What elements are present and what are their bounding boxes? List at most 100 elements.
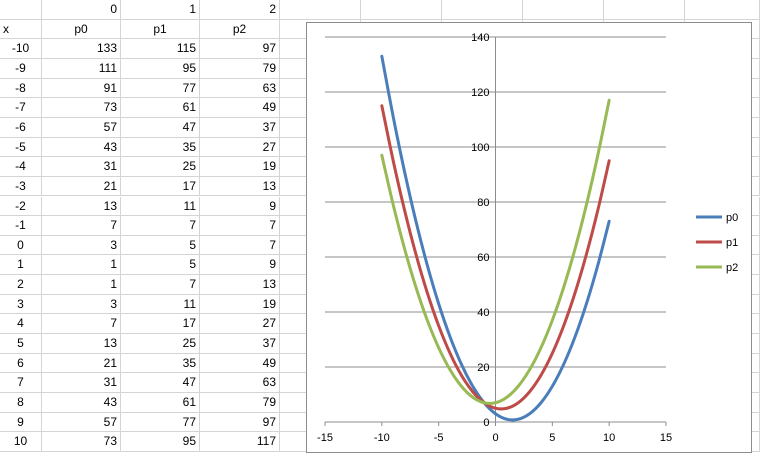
table-cell[interactable]: 57: [42, 117, 121, 138]
table-cell[interactable]: 95: [121, 58, 200, 79]
table-cell[interactable]: 35: [121, 137, 200, 158]
table-cell[interactable]: 25: [121, 334, 200, 354]
table-cell[interactable]: 19: [200, 157, 280, 177]
table-cell[interactable]: -6: [0, 117, 42, 138]
table-cell[interactable]: 133: [42, 39, 121, 59]
table-cell[interactable]: 7: [200, 216, 280, 236]
table-cell[interactable]: 27: [200, 314, 280, 335]
table-cell[interactable]: 37: [200, 334, 280, 354]
table-cell[interactable]: 8: [0, 393, 42, 413]
table-cell[interactable]: 73: [42, 432, 121, 452]
cell-header[interactable]: p2: [200, 19, 280, 40]
table-cell[interactable]: 49: [200, 353, 280, 374]
empty-cell[interactable]: [604, 0, 685, 20]
cell-header[interactable]: x: [0, 19, 42, 40]
table-cell[interactable]: 10: [0, 432, 42, 452]
table-cell[interactable]: 25: [121, 157, 200, 177]
empty-cell[interactable]: [523, 0, 604, 20]
table-cell[interactable]: 19: [200, 294, 280, 315]
table-cell[interactable]: 21: [42, 353, 121, 374]
table-cell[interactable]: 61: [121, 393, 200, 413]
table-cell[interactable]: 63: [200, 373, 280, 393]
table-cell[interactable]: 3: [42, 235, 121, 256]
table-cell[interactable]: 17: [121, 176, 200, 197]
table-cell[interactable]: 111: [42, 58, 121, 79]
table-cell[interactable]: 61: [121, 98, 200, 118]
table-cell[interactable]: 77: [121, 412, 200, 433]
table-cell[interactable]: 2: [0, 275, 42, 295]
table-cell[interactable]: -5: [0, 137, 42, 158]
table-cell[interactable]: 5: [0, 334, 42, 354]
empty-cell[interactable]: [685, 0, 760, 20]
table-cell[interactable]: 21: [42, 176, 121, 197]
table-cell[interactable]: 7: [121, 216, 200, 236]
table-cell[interactable]: 5: [121, 255, 200, 276]
table-cell[interactable]: 43: [42, 393, 121, 413]
table-cell[interactable]: 4: [0, 314, 42, 335]
table-cell[interactable]: 7: [200, 235, 280, 256]
table-cell[interactable]: 5: [121, 235, 200, 256]
table-cell[interactable]: 31: [42, 373, 121, 393]
table-cell[interactable]: -1: [0, 216, 42, 236]
table-cell[interactable]: 97: [200, 412, 280, 433]
empty-cell[interactable]: [442, 0, 523, 20]
table-cell[interactable]: 95: [121, 432, 200, 452]
table-cell[interactable]: 9: [0, 412, 42, 433]
table-cell[interactable]: 117: [200, 432, 280, 452]
cell-header[interactable]: p1: [121, 19, 200, 40]
table-cell[interactable]: 7: [121, 275, 200, 295]
empty-cell[interactable]: [361, 0, 442, 20]
table-cell[interactable]: 11: [121, 294, 200, 315]
table-cell[interactable]: 57: [42, 412, 121, 433]
table-cell[interactable]: -10: [0, 39, 42, 59]
table-cell[interactable]: 9: [200, 196, 280, 217]
table-cell[interactable]: 47: [121, 373, 200, 393]
table-cell[interactable]: 27: [200, 137, 280, 158]
table-cell[interactable]: 77: [121, 78, 200, 99]
table-cell[interactable]: -9: [0, 58, 42, 79]
table-cell[interactable]: 7: [0, 373, 42, 393]
empty-cell[interactable]: [280, 0, 361, 20]
table-cell[interactable]: 13: [200, 275, 280, 295]
cell-header[interactable]: p0: [42, 19, 121, 40]
table-cell[interactable]: 1: [42, 255, 121, 276]
table-cell[interactable]: 13: [200, 176, 280, 197]
table-cell[interactable]: -2: [0, 196, 42, 217]
cell-col-index[interactable]: 1: [121, 0, 200, 20]
table-cell[interactable]: 47: [121, 117, 200, 138]
table-cell[interactable]: 43: [42, 137, 121, 158]
table-cell[interactable]: 115: [121, 39, 200, 59]
table-cell[interactable]: 17: [121, 314, 200, 335]
table-cell[interactable]: -7: [0, 98, 42, 118]
table-cell[interactable]: 7: [42, 216, 121, 236]
table-cell[interactable]: 97: [200, 39, 280, 59]
table-cell[interactable]: 6: [0, 353, 42, 374]
table-cell[interactable]: 49: [200, 98, 280, 118]
cell-col-index[interactable]: [0, 0, 42, 20]
table-cell[interactable]: 9: [200, 255, 280, 276]
table-cell[interactable]: 79: [200, 58, 280, 79]
table-cell[interactable]: 0: [0, 235, 42, 256]
table-cell[interactable]: 11: [121, 196, 200, 217]
table-cell[interactable]: 63: [200, 78, 280, 99]
table-cell[interactable]: 1: [0, 255, 42, 276]
cell-col-index[interactable]: 0: [42, 0, 121, 20]
table-cell[interactable]: 1: [42, 275, 121, 295]
table-cell[interactable]: 3: [0, 294, 42, 315]
table-cell[interactable]: 13: [42, 196, 121, 217]
table-cell[interactable]: 73: [42, 98, 121, 118]
table-cell[interactable]: -8: [0, 78, 42, 99]
table-cell[interactable]: 35: [121, 353, 200, 374]
table-cell[interactable]: 31: [42, 157, 121, 177]
chart-area[interactable]: -15 -10 -5 0 5 10 15 0 20 40 60 80 100 120 140 p0 p1 p2: [306, 22, 752, 453]
table-cell[interactable]: 79: [200, 393, 280, 413]
table-cell[interactable]: 37: [200, 117, 280, 138]
table-cell[interactable]: 13: [42, 334, 121, 354]
table-cell[interactable]: 91: [42, 78, 121, 99]
table-cell[interactable]: -4: [0, 157, 42, 177]
table-cell[interactable]: 7: [42, 314, 121, 335]
legend-label-p0: p0: [726, 212, 738, 224]
cell-col-index[interactable]: 2: [200, 0, 280, 20]
table-cell[interactable]: 3: [42, 294, 121, 315]
table-cell[interactable]: -3: [0, 176, 42, 197]
